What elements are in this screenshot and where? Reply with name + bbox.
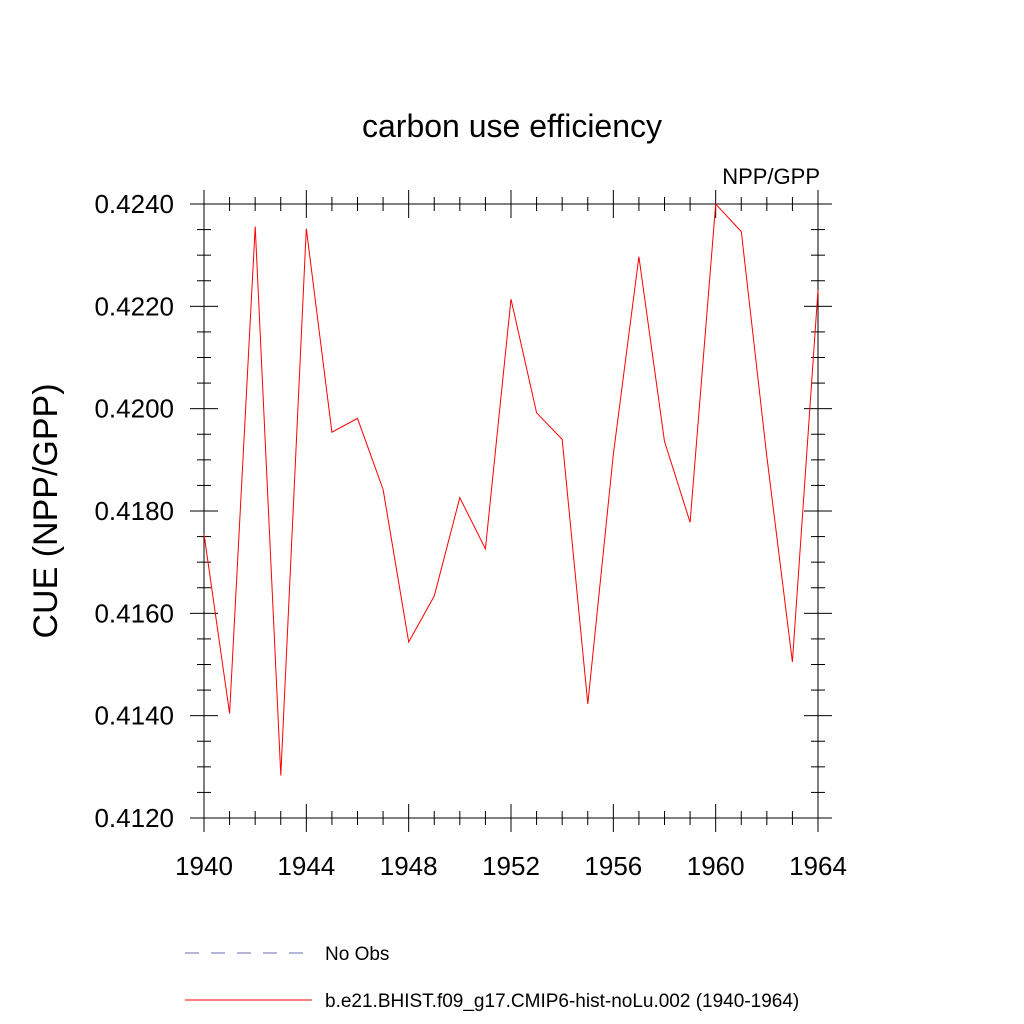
- chart-title: carbon use efficiency: [362, 108, 662, 144]
- legend-label: b.e21.BHIST.f09_g17.CMIP6-hist-noLu.002 …: [325, 991, 799, 1012]
- x-tick-label: 1948: [380, 851, 438, 881]
- y-tick-label: 0.4200: [94, 394, 174, 424]
- y-tick-label: 0.4120: [94, 803, 174, 833]
- x-tick-label: 1964: [789, 851, 847, 881]
- x-tick-label: 1952: [482, 851, 540, 881]
- tick-marks: [190, 190, 832, 832]
- x-tick-label: 1940: [175, 851, 233, 881]
- x-tick-label: 1960: [687, 851, 745, 881]
- x-tick-label: 1956: [584, 851, 642, 881]
- series-line: [203, 202, 819, 776]
- tick-labels: 1940 1944 1948 1952 1956 1960 1964 0.4120 0.4140…: [94, 189, 846, 881]
- plot-frame: [203, 203, 819, 819]
- x-tick-label: 1944: [277, 851, 335, 881]
- y-tick-label: 0.4220: [94, 291, 174, 321]
- y-tick-label: 0.4160: [94, 598, 174, 628]
- chart-subtitle: NPP/GPP: [722, 164, 820, 189]
- y-axis-label: CUE (NPP/GPP): [27, 383, 65, 638]
- series-layer: [203, 202, 819, 776]
- legend-label: No Obs: [325, 944, 389, 965]
- y-tick-label: 0.4180: [94, 496, 174, 526]
- legend: No Obs b.e21.BHIST.f09_g17.CMIP6-hist-noL…: [185, 944, 799, 1012]
- y-tick-label: 0.4240: [94, 189, 174, 219]
- y-tick-label: 0.4140: [94, 701, 174, 731]
